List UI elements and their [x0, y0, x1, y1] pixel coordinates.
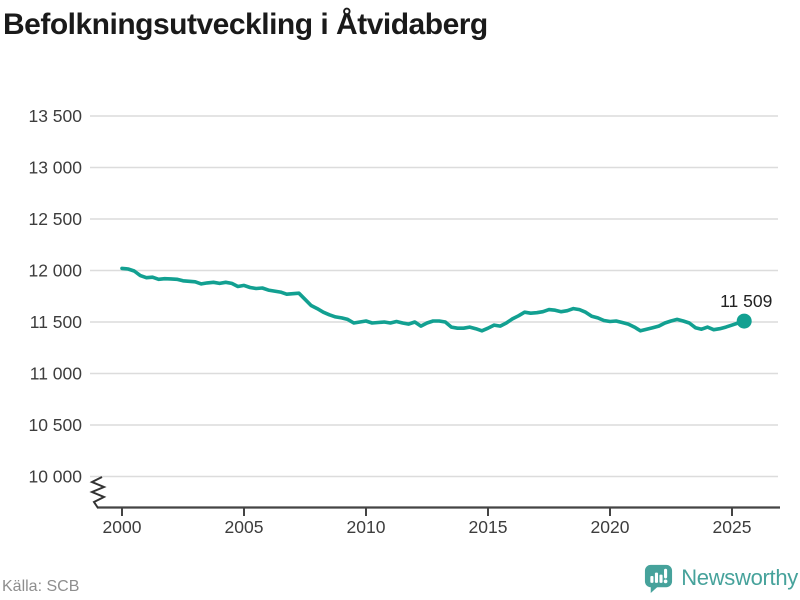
brand-name: Newsworthy	[681, 564, 798, 590]
y-tick-label: 13 000	[28, 158, 82, 178]
x-tick-label: 2000	[103, 517, 142, 537]
latest-point-marker	[736, 313, 752, 329]
x-tick-label: 2015	[469, 517, 508, 537]
newsworthy-logo-icon	[645, 564, 673, 593]
y-tick-label: 10 000	[28, 467, 82, 487]
x-tick-label: 2005	[225, 517, 264, 537]
chart-title: Befolkningsutveckling i Åtvidaberg	[3, 8, 488, 41]
axis-break-icon	[89, 476, 107, 509]
x-tick-label: 2020	[591, 517, 630, 537]
brand-logo: Newsworthy	[643, 561, 798, 594]
source-label: Källa: SCB	[2, 578, 80, 595]
y-tick-label: 11 000	[30, 364, 82, 384]
x-tick-label: 2025	[713, 517, 752, 537]
population-series-line	[120, 266, 747, 333]
x-tick-label: 2010	[347, 517, 386, 537]
y-tick-label: 11 500	[30, 312, 82, 332]
latest-value-label: 11 509	[720, 291, 772, 311]
y-tick-label: 13 500	[28, 106, 82, 126]
y-tick-label: 12 000	[28, 261, 82, 281]
y-tick-label: 10 500	[28, 415, 82, 435]
y-tick-label: 12 500	[28, 209, 82, 229]
